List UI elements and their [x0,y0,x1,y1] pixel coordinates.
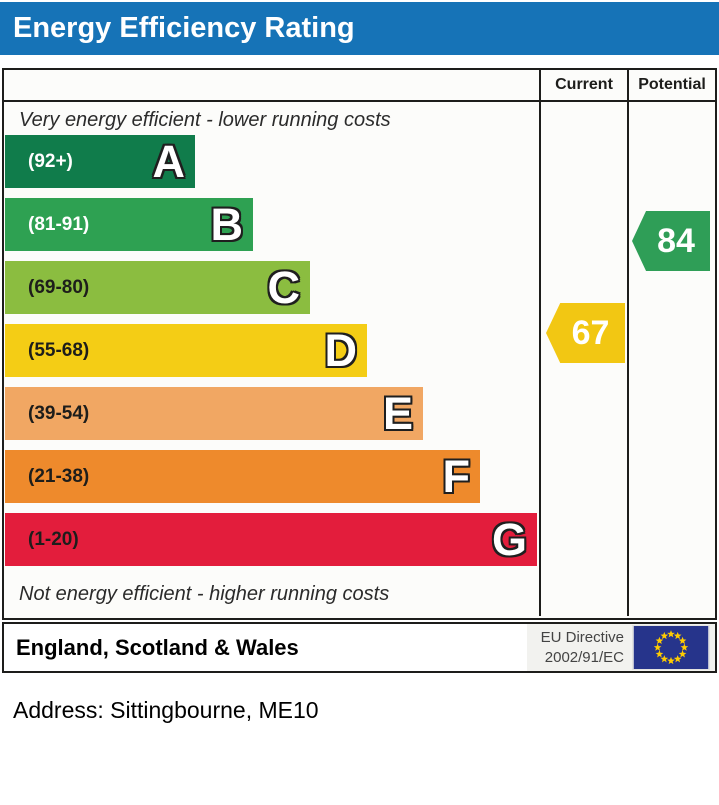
eu-flag-icon [632,625,710,670]
page-title-text: Energy Efficiency Rating [13,12,355,44]
band-b-letter: B [210,198,244,250]
band-a: (92+) A [5,135,195,188]
eu-directive-label: EU Directive 2002/91/EC [541,628,624,667]
chart-body-row: Very energy efficient - lower running co… [4,102,715,616]
band-e-letter: E [382,387,413,439]
band-f-range: (21-38) [28,465,90,487]
band-d-letter: D [324,324,358,376]
band-d: (55-68) D [5,324,367,377]
potential-column: 84 [629,102,715,616]
footer-directive-area: EU Directive 2002/91/EC [526,624,715,671]
energy-rating-chart: Current Potential Very energy efficient … [2,68,717,620]
page-title: Energy Efficiency Rating [0,2,719,55]
band-scale-area: Very energy efficient - lower running co… [4,102,541,616]
band-e-range: (39-54) [28,402,90,424]
band-c-letter: C [267,261,301,313]
current-column-header: Current [541,70,629,100]
band-header-cell [4,70,541,100]
chart-header-row: Current Potential [4,70,715,102]
band-a-letter: A [152,135,186,187]
band-g: (1-20) G [5,513,537,566]
band-f-letter: F [442,450,471,502]
bottom-note: Not energy efficient - higher running co… [19,583,390,605]
potential-column-header: Potential [638,76,706,93]
band-f: (21-38) F [5,450,480,503]
band-g-range: (1-20) [28,528,79,550]
current-rating-value: 67 [571,313,610,352]
potential-rating-value: 84 [657,221,695,260]
band-a-range: (92+) [28,150,73,172]
region-label: England, Scotland & Wales [16,634,299,660]
top-note: Very energy efficient - lower running co… [19,109,391,131]
current-column: 67 [541,102,629,616]
band-e: (39-54) E [5,387,423,440]
band-c: (69-80) C [5,261,310,314]
eu-directive-line2: 2002/91/EC [544,648,624,666]
potential-rating-marker: 84 [632,211,710,271]
footer: England, Scotland & Wales EU Directive 2… [2,622,717,673]
band-b-range: (81-91) [28,213,90,235]
band-b: (81-91) B [5,198,253,251]
band-d-range: (55-68) [28,339,90,361]
band-g-letter: G [491,513,527,565]
eu-directive-line1: EU Directive [540,629,624,646]
band-c-range: (69-80) [28,276,90,298]
address-line: Address: Sittingbourne, ME10 [13,697,319,723]
current-rating-marker: 67 [546,303,625,363]
